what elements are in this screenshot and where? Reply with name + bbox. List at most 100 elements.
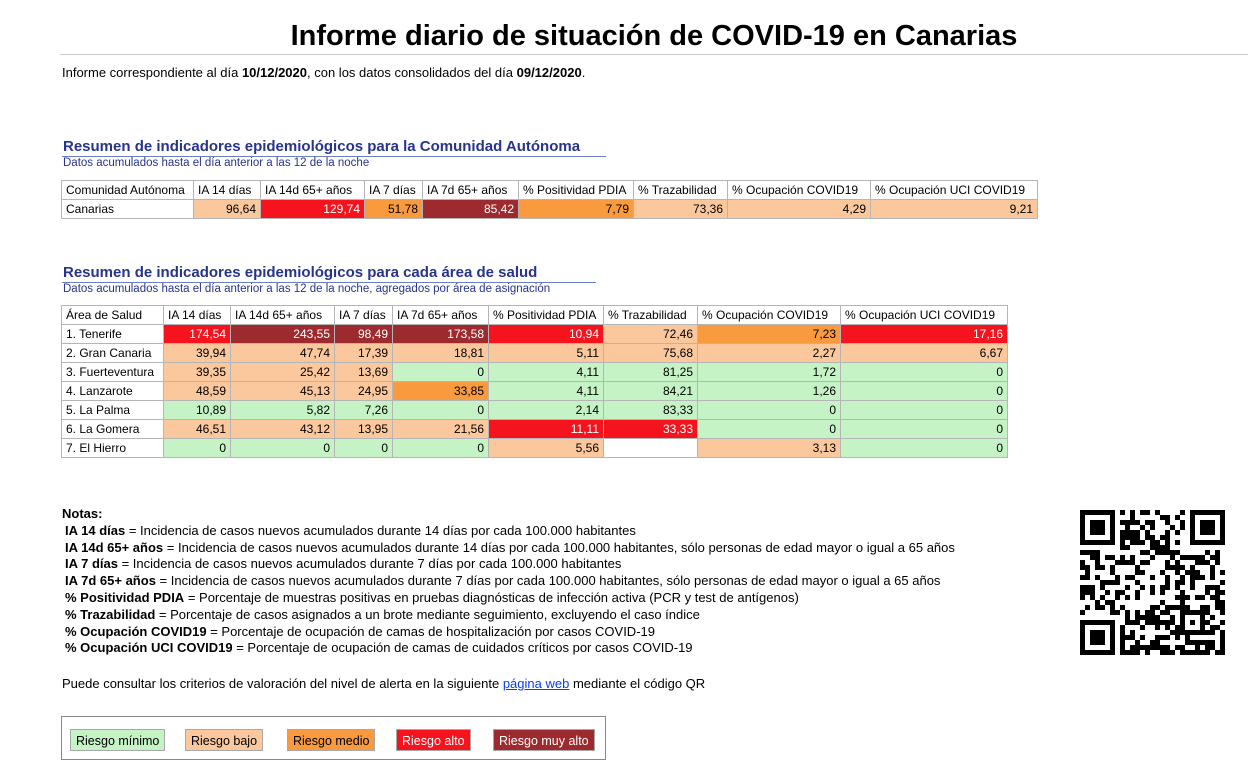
note-term: IA 7 días [65,556,118,572]
table-cell: 4,11 [488,362,604,382]
note-term: % Ocupación COVID19 [65,623,207,639]
intro-suffix: . [581,65,586,80]
table-cell: 47,74 [230,343,335,363]
table-cell: 11,11 [488,419,604,439]
section-ca-subtitle: Datos acumulados hasta el día anterior a… [63,157,370,169]
qr-code-icon[interactable] [1080,510,1225,655]
report-date: 10/12/2020 [241,65,308,80]
table-cell: 13,69 [334,362,393,382]
ca-summary-table: Comunidad Autónoma IA 14 días IA 14d 65+ a… [61,180,1038,219]
table-cell: 0 [697,419,841,439]
table-row: 1. Tenerife 174,54 243,55 98,49 173,58 10,94 7… [61,324,1008,344]
row-name-cell: 4. Lanzarote [61,381,164,401]
table-cell: 51,78 [364,199,423,219]
table-cell: 243,55 [230,324,335,344]
table-cell: 173,58 [392,324,489,344]
note-item: % Trazabilidad = Porcentaje de casos asi… [62,607,955,624]
table-cell: 18,81 [392,343,489,363]
area-table-body: Área de Salud IA 14 días IA 14d 65+ años IA… [61,305,1008,458]
table-cell: 24,95 [334,381,393,401]
table-cell: 85,42 [422,199,519,219]
table-cell: 83,33 [603,400,698,420]
area-column-header: IA 7 días [334,305,393,325]
data-date: 09/12/2020 [516,65,582,80]
row-name-cell: 6. La Gomera [61,419,164,439]
row-name-cell: 5. La Palma [61,400,164,420]
note-item: IA 7d 65+ años = Incidencia de casos nue… [62,573,955,590]
table-cell: 0 [392,400,489,420]
table-cell: 0 [230,438,335,458]
table-cell: 98,49 [334,324,393,344]
area-summary-table: Área de Salud IA 14 días IA 14d 65+ años IA… [61,305,1008,458]
note-term: IA 14d 65+ años [65,539,164,555]
note-description: = Incidencia de casos nuevos acumulados … [155,573,941,589]
area-column-header: % Trazabilidad [603,305,698,325]
row-name-cell: 7. El Hierro [61,438,164,458]
table-cell: 39,35 [163,362,231,382]
note-term: IA 14 días [65,522,126,538]
note-item: % Positividad PDIA = Porcentaje de muest… [62,590,955,607]
area-column-header: IA 14 días [163,305,231,325]
table-cell: 9,21 [870,199,1038,219]
table-cell: 84,21 [603,381,698,401]
area-column-header: % Ocupación COVID19 [697,305,841,325]
area-column-header: % Positividad PDIA [488,305,604,325]
note-term: % Positividad PDIA [65,589,185,605]
ca-column-header: IA 7d 65+ años [422,180,519,200]
note-term: IA 7d 65+ años [65,573,156,589]
table-cell: 129,74 [260,199,365,219]
table-cell: 0 [392,362,489,382]
table-cell: 174,54 [163,324,231,344]
table-cell: 7,79 [518,199,634,219]
table-cell: 0 [163,438,231,458]
section-area-subtitle: Datos acumulados hasta el día anterior a… [63,283,551,295]
note-term: % Trazabilidad [65,606,156,622]
table-cell: 2,14 [488,400,604,420]
ca-column-header: % Ocupación UCI COVID19 [870,180,1038,200]
table-cell: 17,16 [840,324,1008,344]
ca-header-row: Comunidad Autónoma IA 14 días IA 14d 65+ a… [61,180,1038,200]
table-cell: 21,56 [392,419,489,439]
intro-middle: , con los datos consolidados del día [307,65,517,80]
table-cell: 1,26 [697,381,841,401]
table-cell: 5,56 [488,438,604,458]
table-cell: 75,68 [603,343,698,363]
note-item: % Ocupación COVID19 = Porcentaje de ocup… [62,624,955,641]
risk-legend: Riesgo mínimo Riesgo bajo Riesgo medio Ries… [61,716,606,760]
legend-item: Riesgo mínimo [70,729,166,751]
table-cell: 39,94 [163,343,231,363]
table-cell: 0 [697,400,841,420]
section-ca-title: Resumen de indicadores epidemiológicos p… [63,138,581,155]
ca-column-header: IA 14 días [193,180,261,200]
table-cell: 0 [334,438,393,458]
ca-column-header: % Positividad PDIA [518,180,634,200]
table-cell: 72,46 [603,324,698,344]
table-row: 3. Fuerteventura 39,35 25,42 13,69 0 4,11 81,2… [61,362,1008,382]
row-name-cell: 2. Gran Canaria [61,343,164,363]
legend-item: Riesgo alto [396,729,471,751]
legend-item: Riesgo muy alto [493,729,595,751]
notes-section: Notas: IA 14 días = Incidencia de casos … [62,506,955,657]
table-cell [603,438,698,458]
table-cell: 4,29 [727,199,871,219]
table-cell: 0 [840,381,1008,401]
table-cell: 33,33 [603,419,698,439]
table-cell: 81,25 [603,362,698,382]
table-cell: 33,85 [392,381,489,401]
table-cell: 13,95 [334,419,393,439]
alert-criteria-text: Puede consultar los criterios de valorac… [62,676,705,691]
ca-column-header: IA 14d 65+ años [260,180,365,200]
table-row: 4. Lanzarote 48,59 45,13 24,95 33,85 4,11 84,2… [61,381,1008,401]
note-description: = Incidencia de casos nuevos acumulados … [125,522,636,538]
table-cell: 6,67 [840,343,1008,363]
table-cell: 2,27 [697,343,841,363]
table-cell: 0 [840,400,1008,420]
notes-title: Notas: [62,506,103,521]
table-cell: 5,82 [230,400,335,420]
area-column-header: IA 14d 65+ años [230,305,335,325]
table-row: 7. El Hierro 0 0 0 0 5,56 3,13 0 [61,438,1008,458]
section-ca-rule [62,156,606,157]
section-area-title: Resumen de indicadores epidemiológicos p… [63,264,538,281]
table-cell: 10,94 [488,324,604,344]
criteria-web-link[interactable]: página web [502,676,570,691]
